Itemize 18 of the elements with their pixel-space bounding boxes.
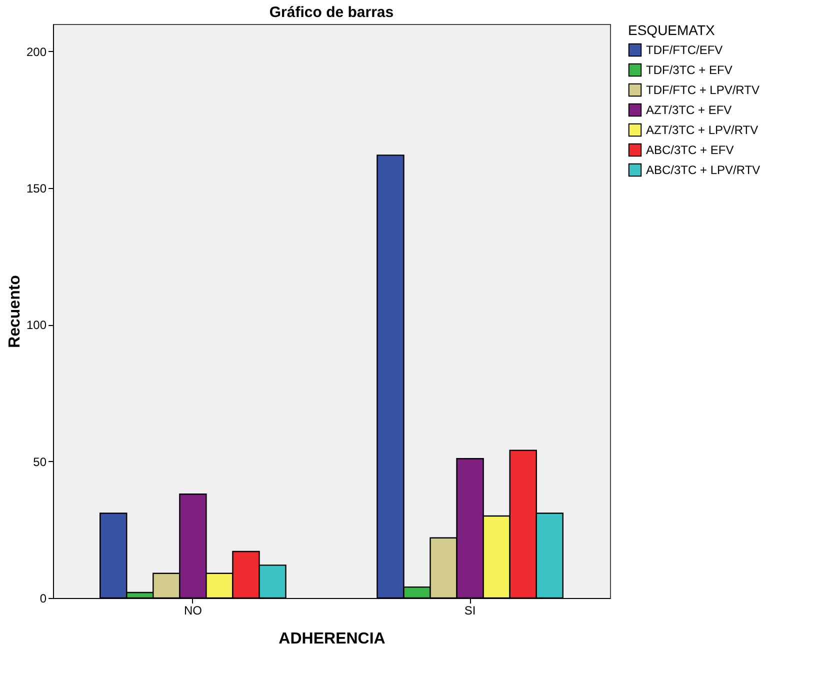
legend-label: ABC/3TC + LPV/RTV bbox=[646, 163, 760, 177]
legend-label: TDF/FTC/EFV bbox=[646, 43, 723, 57]
y-tick-label: 50 bbox=[33, 454, 47, 469]
chart-title: Gráfico de barras bbox=[269, 4, 394, 21]
legend-label: AZT/3TC + LPV/RTV bbox=[646, 123, 758, 137]
legend-label: TDF/FTC + LPV/RTV bbox=[646, 83, 760, 97]
legend-label: TDF/3TC + EFV bbox=[646, 63, 732, 77]
y-tick-label: 200 bbox=[26, 44, 47, 59]
x-axis-title: ADHERENCIA bbox=[278, 630, 386, 648]
legend-title: ESQUEMATX bbox=[628, 22, 716, 38]
y-tick-label: 0 bbox=[40, 592, 47, 606]
legend-label: AZT/3TC + EFV bbox=[646, 103, 732, 117]
x-tick-label: NO bbox=[184, 604, 202, 618]
legend-label: ABC/3TC + EFV bbox=[646, 143, 734, 157]
y-tick-label: 100 bbox=[26, 318, 47, 332]
x-tick-label: SI bbox=[464, 604, 476, 618]
y-tick-label: 150 bbox=[26, 182, 47, 196]
y-axis-title: Recuento bbox=[6, 274, 24, 348]
